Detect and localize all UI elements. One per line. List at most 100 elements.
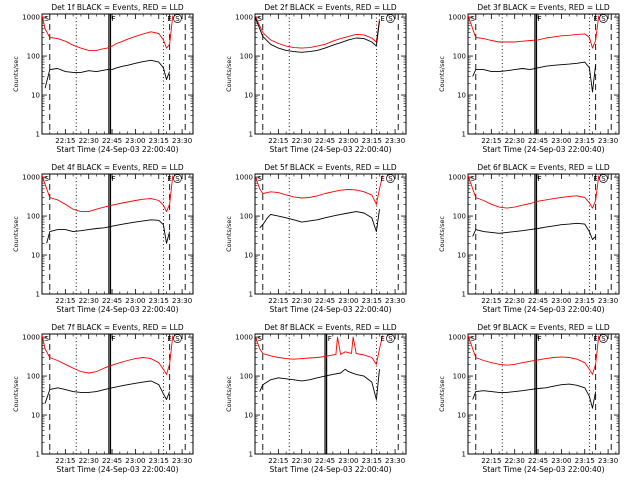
y-tick-label: 10	[244, 252, 253, 260]
x-tick-label: 23:00	[125, 457, 145, 465]
y-tick-label: 10	[244, 92, 253, 100]
flag-label-s: S	[257, 175, 262, 183]
x-axis-label: Start Time (24-Sep-03 22:00:40)	[270, 465, 392, 474]
plot-title: Det 8f BLACK = Events, RED = LLD	[264, 323, 397, 332]
flag-label-e: E	[167, 175, 171, 183]
y-axis-label: Counts/sec	[438, 376, 446, 412]
x-tick-label: 22:45	[315, 457, 335, 465]
plot-title: Det 5f BLACK = Events, RED = LLD	[264, 163, 397, 172]
flag-label-f: F	[328, 335, 332, 343]
x-tick-label: 23:00	[125, 297, 145, 305]
flag-label-s: S	[44, 175, 49, 183]
lld-series-line	[41, 335, 174, 375]
x-tick-label: 23:30	[385, 137, 405, 145]
plot-title: Det 3f BLACK = Events, RED = LLD	[477, 3, 610, 12]
x-axis-label: Start Time (24-Sep-03 22:00:40)	[57, 465, 179, 474]
plot-frame	[254, 333, 407, 455]
x-tick-label: 23:00	[551, 137, 571, 145]
x-tick-label: 23:15	[575, 137, 595, 145]
flag-label-e: E	[380, 15, 384, 23]
y-tick-label: 1	[36, 291, 40, 299]
y-tick-label: 1	[36, 131, 40, 139]
plot-panel-8: Det 8f BLACK = Events, RED = LLD 1 10 100 10…	[225, 323, 407, 474]
y-axis-label: Counts/sec	[225, 216, 233, 252]
y-axis-label: Counts/sec	[12, 216, 20, 252]
plot-title: Det 2f BLACK = Events, RED = LLD	[264, 3, 397, 12]
lld-series-line	[254, 335, 384, 365]
x-axis-label: Start Time (24-Sep-03 22:00:40)	[57, 145, 179, 154]
x-tick-label: 22:15	[481, 457, 501, 465]
events-series-line	[44, 59, 171, 89]
x-tick-label: 22:15	[268, 457, 288, 465]
plot-frame	[254, 173, 407, 295]
flag-circle-icon	[173, 174, 182, 183]
x-tick-label: 22:45	[528, 297, 548, 305]
x-tick-label: 22:45	[102, 137, 122, 145]
plot-frame	[41, 173, 194, 295]
plot-frame	[254, 13, 407, 135]
plot-panel-1: Det 1f BLACK = Events, RED = LLD 1 10 100 10…	[12, 3, 194, 154]
flag-label-e: E	[167, 15, 171, 23]
flag-label-s: S	[175, 335, 180, 343]
flag-label-s: S	[470, 175, 475, 183]
x-tick-label: 23:15	[149, 457, 169, 465]
x-tick-label: 23:15	[575, 457, 595, 465]
x-tick-label: 22:15	[481, 297, 501, 305]
x-tick-label: 22:15	[55, 137, 75, 145]
flag-circle-icon	[599, 14, 608, 23]
x-tick-label: 23:00	[551, 297, 571, 305]
y-tick-label: 10	[244, 412, 253, 420]
flag-label-s: S	[601, 15, 606, 23]
events-series-line	[472, 61, 597, 93]
x-tick-label: 22:30	[79, 297, 99, 305]
flag-label-s: S	[44, 335, 49, 343]
flag-label-e: E	[593, 335, 597, 343]
x-tick-label: 23:15	[362, 457, 382, 465]
y-tick-label: 1000	[448, 334, 466, 342]
x-tick-label: 22:30	[79, 457, 99, 465]
plot-panel-6: Det 6f BLACK = Events, RED = LLD 1 10 100 10…	[438, 163, 620, 314]
x-tick-label: 22:45	[528, 137, 548, 145]
events-series-line	[46, 219, 171, 244]
flag-label-s: S	[601, 335, 606, 343]
x-axis-label: Start Time (24-Sep-03 22:00:40)	[270, 305, 392, 314]
plot-title: Det 9f BLACK = Events, RED = LLD	[477, 323, 610, 332]
x-tick-label: 22:30	[505, 297, 525, 305]
y-axis-label: Counts/sec	[225, 376, 233, 412]
flag-label-f: F	[112, 335, 116, 343]
y-tick-label: 100	[240, 373, 253, 381]
x-tick-label: 22:30	[505, 457, 525, 465]
x-tick-label: 22:45	[315, 137, 335, 145]
x-axis-label: Start Time (24-Sep-03 22:00:40)	[270, 145, 392, 154]
flag-label-s: S	[175, 175, 180, 183]
y-tick-label: 100	[27, 213, 40, 221]
flag-circle-icon	[386, 334, 395, 343]
lld-series-line	[467, 15, 600, 49]
flag-label-f: F	[538, 175, 542, 183]
y-tick-label: 1000	[448, 174, 466, 182]
y-tick-label: 1	[249, 451, 253, 459]
flag-circle-icon	[386, 174, 395, 183]
y-axis-label: Counts/sec	[225, 56, 233, 92]
flag-label-s: S	[470, 15, 475, 23]
x-tick-label: 23:30	[598, 137, 618, 145]
lld-series-line	[254, 15, 380, 49]
y-axis-label: Counts/sec	[438, 56, 446, 92]
x-tick-label: 23:15	[149, 137, 169, 145]
events-series-line	[44, 380, 171, 404]
x-tick-label: 23:30	[172, 457, 192, 465]
lld-series-line	[467, 335, 600, 375]
x-tick-label: 23:00	[338, 457, 358, 465]
flag-circle-icon	[173, 334, 182, 343]
events-series-line	[254, 16, 380, 53]
y-tick-label: 1	[462, 291, 466, 299]
y-tick-label: 1	[462, 451, 466, 459]
plot-title: Det 7f BLACK = Events, RED = LLD	[51, 323, 184, 332]
lld-series-line	[41, 15, 174, 51]
flag-label-s: S	[257, 335, 262, 343]
x-tick-label: 22:30	[292, 137, 312, 145]
x-tick-label: 22:30	[79, 137, 99, 145]
plot-panel-3: Det 3f BLACK = Events, RED = LLD 1 10 100 10…	[438, 3, 620, 154]
y-tick-label: 10	[31, 252, 40, 260]
